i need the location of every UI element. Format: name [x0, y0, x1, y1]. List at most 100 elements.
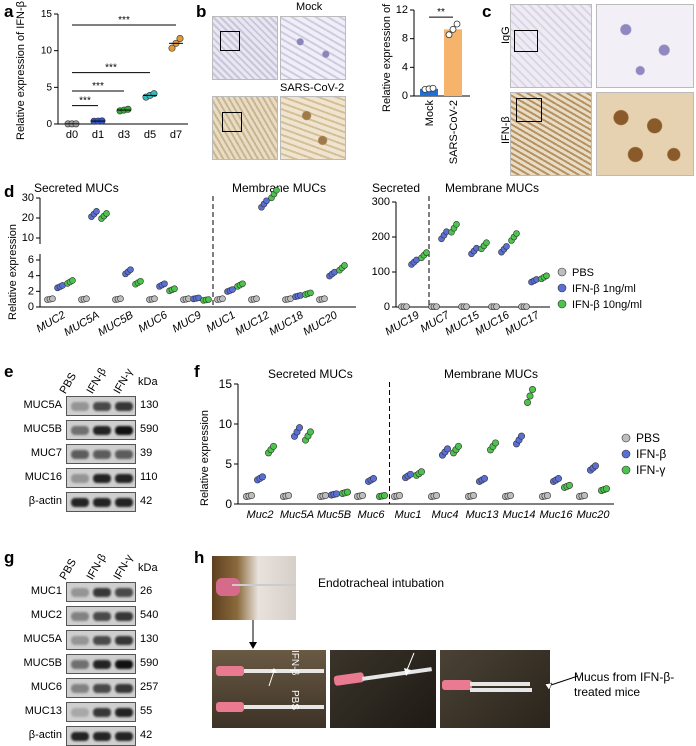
blot-kda-value: 130 [140, 399, 159, 411]
panel-d-ylabel: Relative expression [7, 224, 19, 320]
tick-label: d0 [66, 129, 78, 141]
data-point [273, 186, 280, 194]
blot-band [93, 636, 111, 645]
data-point [503, 243, 510, 250]
blot-band [93, 708, 111, 717]
legend-label: PBS [572, 267, 594, 279]
data-point [565, 481, 573, 489]
data-point [523, 303, 530, 310]
blot-band [115, 732, 133, 741]
data-point [124, 105, 132, 113]
zoom-box [516, 98, 542, 122]
data-point [253, 295, 260, 302]
panel-d-legend: PBS IFN-β 1ng/ml IFN-β 10ng/ml [557, 267, 642, 311]
tick-label: 6 [28, 254, 34, 266]
tick-label: 10 [41, 46, 53, 57]
panel-label-f: f [194, 362, 200, 381]
tick-label: 20 [22, 212, 34, 224]
blot-band [115, 402, 133, 411]
x-tick-label: Muc5A [280, 509, 314, 521]
blot-col-label: PBS [57, 556, 80, 582]
legend-marker [557, 267, 567, 277]
data-point [127, 266, 134, 273]
mucus-arrow-icon [404, 652, 415, 676]
sig-label: *** [118, 15, 130, 26]
mock-zoom-image [280, 16, 346, 80]
data-point [270, 442, 278, 450]
panel-label-d: d [4, 182, 15, 201]
data-point [580, 492, 588, 500]
x-tick-label: Muc14 [502, 509, 535, 521]
x-tick-label: Muc20 [576, 509, 610, 521]
panel-b-ylabel: Relative expression of IFN-β (fold) [381, 0, 393, 112]
data-point [239, 280, 246, 288]
data-point [602, 485, 610, 493]
data-point [433, 303, 440, 310]
data-point [49, 295, 56, 302]
x-tick-label: SARS-CoV-2 [448, 100, 460, 164]
blot-kda-value: 257 [140, 681, 159, 693]
blot-row-label: β-actin [28, 729, 62, 741]
data-point [296, 424, 304, 432]
ifnb-tissue-image [510, 92, 592, 176]
blot-band [93, 402, 111, 411]
data-point [453, 221, 460, 228]
tick-label: 15 [219, 377, 233, 391]
blot-band [115, 636, 133, 645]
ifnb-zoom-image [596, 92, 694, 176]
x-tick-label: Muc2 [247, 509, 274, 521]
data-point [423, 249, 430, 256]
blot-row-label: MUC5A [23, 633, 62, 645]
data-point [453, 20, 461, 28]
data-point [381, 492, 389, 500]
bar [444, 29, 462, 97]
tick-label: 0 [402, 90, 408, 102]
x-tick-label: Muc1 [395, 509, 422, 521]
blot-band [93, 426, 111, 435]
sars-zoom-image [280, 96, 346, 160]
tick-label: d7 [170, 129, 182, 141]
x-tick-label: MUC18 [267, 309, 306, 338]
tick-label: 12 [396, 4, 408, 16]
blot-row-label: β-actin [28, 495, 62, 507]
data-point [454, 442, 462, 450]
data-point [463, 303, 470, 310]
data-point [517, 432, 525, 440]
data-point [321, 295, 328, 302]
blot-row-label: MUC5B [23, 657, 62, 669]
data-point [307, 428, 315, 436]
data-point [161, 280, 168, 288]
blot-band [115, 498, 133, 507]
data-point [83, 295, 90, 302]
data-point [491, 439, 499, 447]
data-point [103, 210, 110, 217]
blot-strip [66, 420, 136, 440]
data-point [205, 296, 212, 303]
blot-band [71, 450, 89, 459]
data-point [229, 286, 236, 293]
panel-g-blot: PBS IFN-β IFN-γ kDa MUC1 26 MUC2 540 MUC5A 13… [0, 550, 190, 746]
panel-label-a: a [4, 2, 14, 21]
panel-a-marks [64, 34, 184, 128]
x-tick-label: Muc5B [317, 509, 351, 521]
blot-band [71, 612, 89, 621]
data-point [359, 492, 367, 500]
blot-row-label: MUC13 [24, 705, 62, 717]
data-point [418, 468, 426, 476]
data-point [433, 492, 441, 500]
sig-label: *** [92, 81, 104, 92]
blot-band [115, 474, 133, 483]
data-point [69, 277, 76, 284]
data-point [554, 475, 562, 483]
igg-tissue-image [510, 4, 592, 88]
data-point [444, 445, 452, 453]
sig-label: *** [79, 96, 91, 107]
data-point [176, 34, 184, 42]
blot-band [93, 660, 111, 669]
panel-label-c: c [482, 2, 492, 21]
data-point [469, 492, 477, 500]
x-tick-label: Mock [424, 100, 436, 127]
blot-row-label: MUC16 [24, 471, 62, 483]
data-point [370, 475, 378, 483]
tick-label: d1 [92, 129, 104, 141]
